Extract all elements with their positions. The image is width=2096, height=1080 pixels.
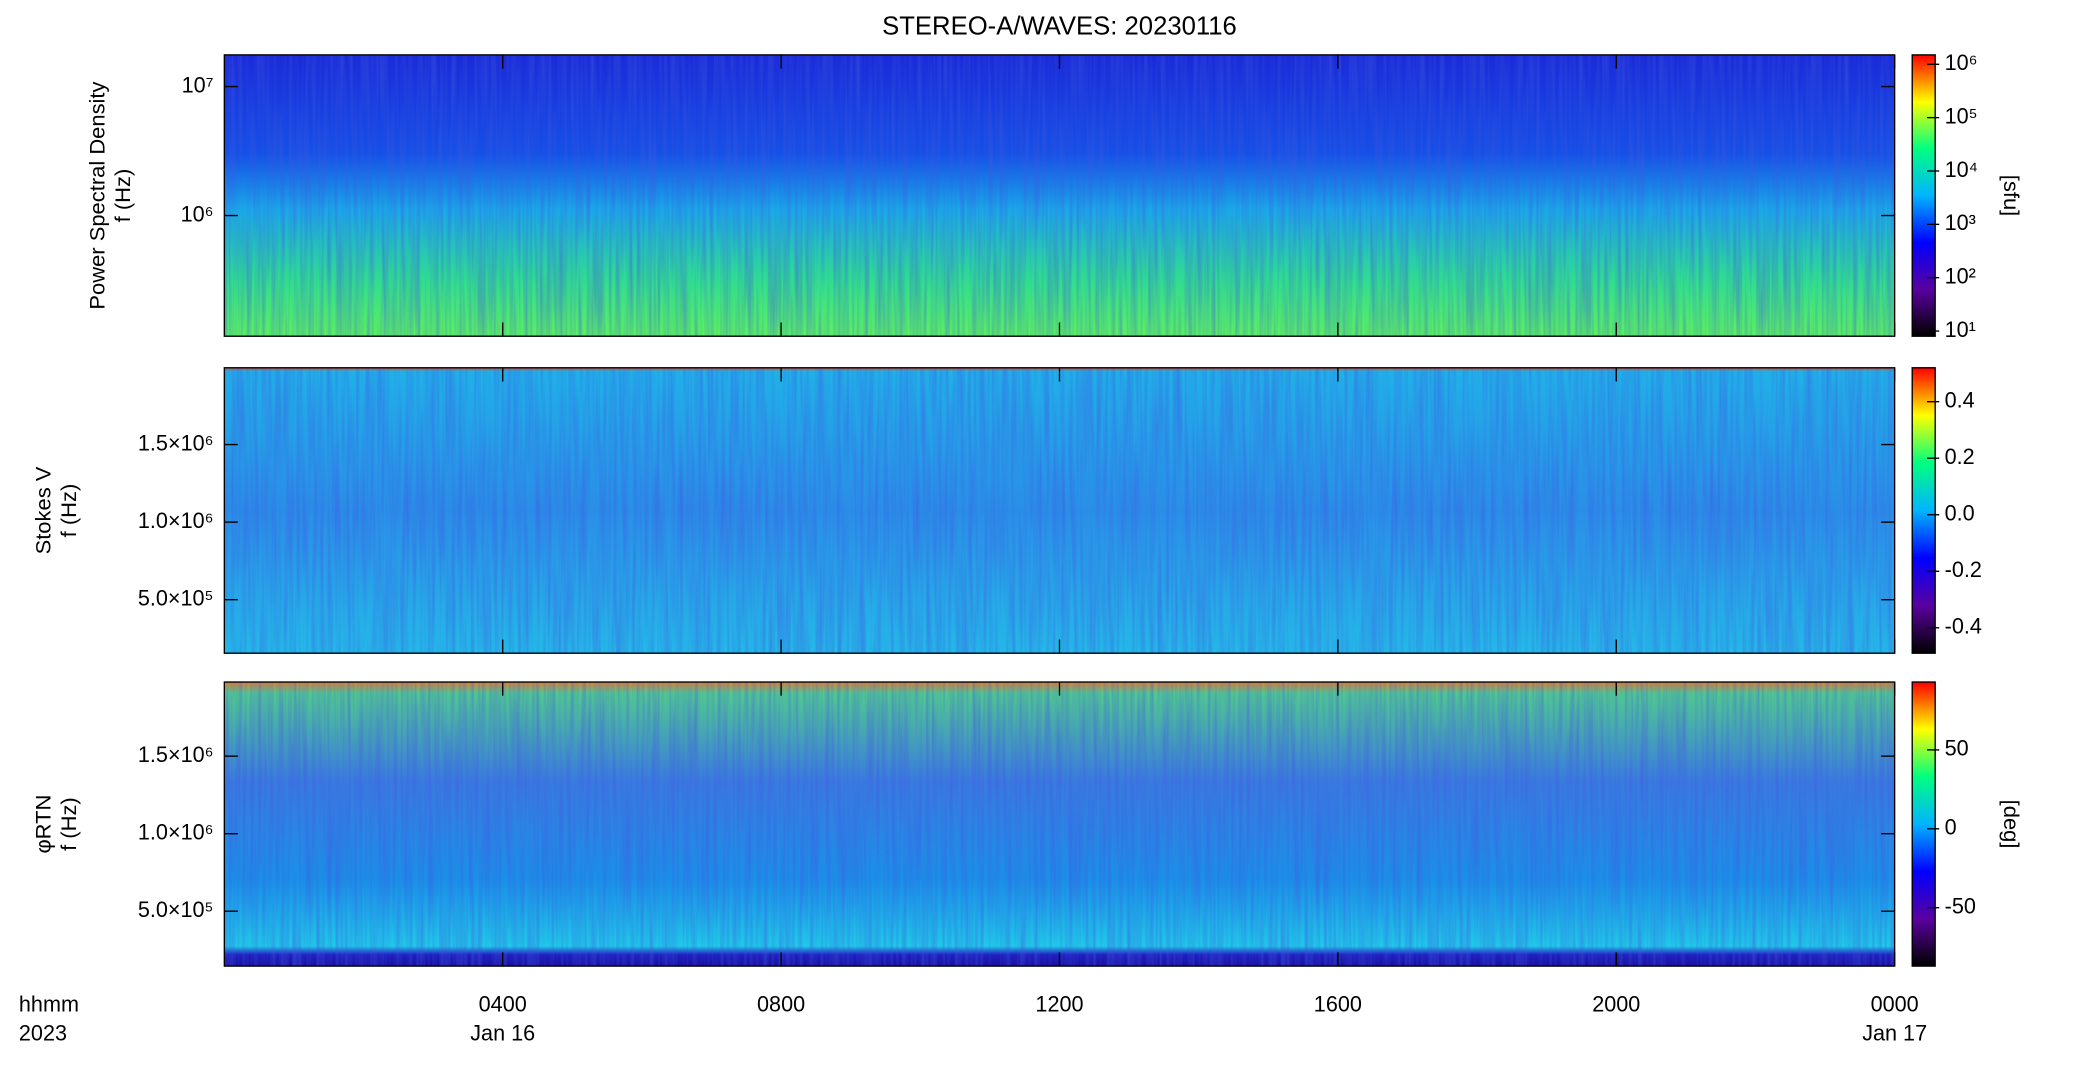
- colorbar-tick-label: -0.4: [1945, 613, 1982, 638]
- colorbar-tick-label: 50: [1945, 736, 1969, 761]
- x-tick-label: 0400: [479, 992, 527, 1017]
- colorbar-tick-label: -50: [1945, 893, 1976, 918]
- colorbar-tick-label: 10⁵: [1945, 103, 1978, 128]
- colorbar-tick-label: 0.0: [1945, 500, 1975, 525]
- x-axis-label: 2023: [19, 1020, 67, 1045]
- spectrogram-texture: [224, 54, 1895, 337]
- colorbar-tick-label: 10⁴: [1945, 157, 1978, 182]
- colorbar-tick-label: 10³: [1945, 210, 1976, 235]
- y-axis-label: f (Hz): [56, 484, 81, 538]
- x-date-label: Jan 16: [470, 1020, 535, 1045]
- y-tick-label: 1.0×10⁶: [138, 508, 214, 533]
- spectrogram-texture: [224, 682, 1895, 967]
- y-tick-label: 5.0×10⁵: [138, 897, 214, 922]
- colorbar: [1911, 367, 1936, 654]
- y-axis-label: Stokes V: [30, 466, 55, 554]
- colorbar-tick-label: 10²: [1945, 263, 1976, 288]
- colorbar-tick-label: 0: [1945, 814, 1957, 839]
- colorbar-tick-label: 10¹: [1945, 317, 1976, 342]
- x-tick-label: 1600: [1314, 992, 1362, 1017]
- y-axis-label: f (Hz): [110, 169, 135, 223]
- y-tick-label: 10⁷: [182, 72, 214, 97]
- x-tick-label: 0000: [1871, 992, 1919, 1017]
- x-tick-label: 2000: [1592, 992, 1640, 1017]
- x-axis-label: hhmm: [19, 992, 79, 1017]
- y-axis-label: φRTN: [30, 795, 55, 854]
- colorbar-tick-label: -0.2: [1945, 557, 1982, 582]
- y-tick-label: 5.0×10⁵: [138, 585, 214, 610]
- y-tick-label: 1.5×10⁶: [138, 742, 214, 767]
- spectrogram-texture: [224, 367, 1895, 654]
- y-tick-label: 10⁶: [181, 201, 214, 226]
- colorbar-label: [deg]: [1999, 800, 2024, 849]
- x-tick-label: 0800: [757, 992, 805, 1017]
- colorbar-tick-label: 0.2: [1945, 444, 1975, 469]
- y-tick-label: 1.5×10⁶: [138, 430, 214, 455]
- colorbar-label: [sfu]: [1999, 175, 2024, 216]
- y-axis-label: f (Hz): [56, 797, 81, 851]
- colorbar-tick-label: 0.4: [1945, 387, 1975, 412]
- colorbar-tick-label: 10⁶: [1945, 50, 1978, 75]
- colorbar: [1911, 54, 1936, 337]
- colorbar: [1911, 681, 1936, 967]
- chart-title: STEREO-A/WAVES: 20230116: [882, 12, 1237, 40]
- y-tick-label: 1.0×10⁶: [138, 819, 214, 844]
- y-axis-label: Power Spectral Density: [85, 81, 110, 309]
- x-date-label: Jan 17: [1862, 1020, 1927, 1045]
- x-tick-label: 1200: [1035, 992, 1083, 1017]
